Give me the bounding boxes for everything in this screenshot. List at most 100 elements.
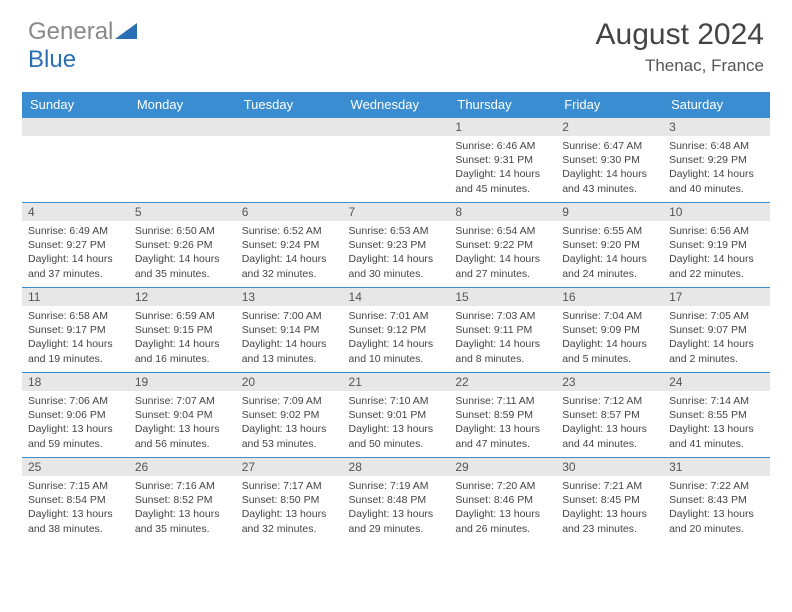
sunrise-text: Sunrise: 7:06 AM bbox=[28, 394, 123, 408]
calendar-table: SundayMondayTuesdayWednesdayThursdayFrid… bbox=[22, 92, 770, 543]
title-block: August 2024 Thenac, France bbox=[596, 18, 764, 76]
daylight-text: Daylight: 13 hours and 47 minutes. bbox=[455, 422, 550, 450]
day-cell: 16Sunrise: 7:04 AMSunset: 9:09 PMDayligh… bbox=[556, 288, 663, 373]
page-header: General Blue August 2024 Thenac, France bbox=[0, 0, 792, 84]
daylight-text: Daylight: 13 hours and 44 minutes. bbox=[562, 422, 657, 450]
sunrise-text: Sunrise: 6:46 AM bbox=[455, 139, 550, 153]
sunset-text: Sunset: 9:22 PM bbox=[455, 238, 550, 252]
sunset-text: Sunset: 9:12 PM bbox=[349, 323, 444, 337]
day-cell: 8Sunrise: 6:54 AMSunset: 9:22 PMDaylight… bbox=[449, 203, 556, 288]
day-details: Sunrise: 6:50 AMSunset: 9:26 PMDaylight:… bbox=[129, 221, 236, 285]
day-details: Sunrise: 6:58 AMSunset: 9:17 PMDaylight:… bbox=[22, 306, 129, 370]
day-cell: 15Sunrise: 7:03 AMSunset: 9:11 PMDayligh… bbox=[449, 288, 556, 373]
week-header-row: SundayMondayTuesdayWednesdayThursdayFrid… bbox=[22, 92, 770, 118]
day-details: Sunrise: 6:53 AMSunset: 9:23 PMDaylight:… bbox=[343, 221, 450, 285]
sunset-text: Sunset: 9:11 PM bbox=[455, 323, 550, 337]
day-details: Sunrise: 7:21 AMSunset: 8:45 PMDaylight:… bbox=[556, 476, 663, 540]
day-number: 18 bbox=[22, 373, 129, 391]
day-number: 1 bbox=[449, 118, 556, 136]
day-cell: 26Sunrise: 7:16 AMSunset: 8:52 PMDayligh… bbox=[129, 458, 236, 543]
daylight-text: Daylight: 13 hours and 35 minutes. bbox=[135, 507, 230, 535]
day-cell: 7Sunrise: 6:53 AMSunset: 9:23 PMDaylight… bbox=[343, 203, 450, 288]
sunset-text: Sunset: 9:30 PM bbox=[562, 153, 657, 167]
sunrise-text: Sunrise: 6:50 AM bbox=[135, 224, 230, 238]
sunrise-text: Sunrise: 7:15 AM bbox=[28, 479, 123, 493]
day-number bbox=[343, 118, 450, 136]
sunset-text: Sunset: 8:59 PM bbox=[455, 408, 550, 422]
sunrise-text: Sunrise: 6:48 AM bbox=[669, 139, 764, 153]
day-number: 2 bbox=[556, 118, 663, 136]
day-header: Monday bbox=[129, 92, 236, 118]
sunrise-text: Sunrise: 6:59 AM bbox=[135, 309, 230, 323]
daylight-text: Daylight: 13 hours and 53 minutes. bbox=[242, 422, 337, 450]
sunrise-text: Sunrise: 7:09 AM bbox=[242, 394, 337, 408]
day-details: Sunrise: 7:01 AMSunset: 9:12 PMDaylight:… bbox=[343, 306, 450, 370]
sunrise-text: Sunrise: 6:47 AM bbox=[562, 139, 657, 153]
day-cell: 14Sunrise: 7:01 AMSunset: 9:12 PMDayligh… bbox=[343, 288, 450, 373]
week-row: 4Sunrise: 6:49 AMSunset: 9:27 PMDaylight… bbox=[22, 203, 770, 288]
day-cell: 25Sunrise: 7:15 AMSunset: 8:54 PMDayligh… bbox=[22, 458, 129, 543]
day-cell: 9Sunrise: 6:55 AMSunset: 9:20 PMDaylight… bbox=[556, 203, 663, 288]
day-header: Sunday bbox=[22, 92, 129, 118]
day-number: 19 bbox=[129, 373, 236, 391]
day-cell: 29Sunrise: 7:20 AMSunset: 8:46 PMDayligh… bbox=[449, 458, 556, 543]
sunset-text: Sunset: 8:50 PM bbox=[242, 493, 337, 507]
daylight-text: Daylight: 13 hours and 59 minutes. bbox=[28, 422, 123, 450]
daylight-text: Daylight: 13 hours and 23 minutes. bbox=[562, 507, 657, 535]
sunrise-text: Sunrise: 6:54 AM bbox=[455, 224, 550, 238]
sunset-text: Sunset: 8:52 PM bbox=[135, 493, 230, 507]
day-cell: 30Sunrise: 7:21 AMSunset: 8:45 PMDayligh… bbox=[556, 458, 663, 543]
day-details: Sunrise: 7:03 AMSunset: 9:11 PMDaylight:… bbox=[449, 306, 556, 370]
sunset-text: Sunset: 9:04 PM bbox=[135, 408, 230, 422]
week-row: 1 Sunrise: 6:46 AMSunset: 9:31 PM Daylight… bbox=[22, 118, 770, 203]
sunset-text: Sunset: 9:31 PM bbox=[455, 153, 550, 167]
day-details: Sunrise: 7:04 AMSunset: 9:09 PMDaylight:… bbox=[556, 306, 663, 370]
day-details: Sunrise: 6:59 AMSunset: 9:15 PMDaylight:… bbox=[129, 306, 236, 370]
day-cell: 23Sunrise: 7:12 AMSunset: 8:57 PMDayligh… bbox=[556, 373, 663, 458]
sunrise-text: Sunrise: 7:11 AM bbox=[455, 394, 550, 408]
day-details bbox=[129, 136, 236, 143]
day-details: Sunrise: 7:00 AMSunset: 9:14 PMDaylight:… bbox=[236, 306, 343, 370]
day-cell: 2 Sunrise: 6:47 AMSunset: 9:30 PMDaylight… bbox=[556, 118, 663, 203]
location-label: Thenac, France bbox=[596, 56, 764, 76]
day-cell: 1Sunrise: 6:46 AMSunset: 9:31 PMDaylight… bbox=[449, 118, 556, 203]
day-details bbox=[236, 136, 343, 143]
day-cell: 3Sunrise: 6:48 AMSunset: 9:29 PMDaylight… bbox=[663, 118, 770, 203]
daylight-text: Daylight: 14 hours and 13 minutes. bbox=[242, 337, 337, 365]
sunset-text: Sunset: 9:06 PM bbox=[28, 408, 123, 422]
daylight-text: Daylight: 14 hours and 8 minutes. bbox=[455, 337, 550, 365]
day-number: 13 bbox=[236, 288, 343, 306]
sunrise-text: Sunrise: 6:53 AM bbox=[349, 224, 444, 238]
logo-triangle-icon bbox=[115, 23, 137, 39]
daylight-text: Daylight: 14 hours and 43 minutes. bbox=[562, 167, 657, 195]
day-header: Saturday bbox=[663, 92, 770, 118]
day-details: Sunrise: 7:22 AMSunset: 8:43 PMDaylight:… bbox=[663, 476, 770, 540]
sunrise-text: Sunrise: 7:16 AM bbox=[135, 479, 230, 493]
day-cell: 11Sunrise: 6:58 AMSunset: 9:17 PMDayligh… bbox=[22, 288, 129, 373]
day-number: 15 bbox=[449, 288, 556, 306]
day-number: 20 bbox=[236, 373, 343, 391]
logo-text-blue: Blue bbox=[28, 46, 76, 73]
day-cell: 4Sunrise: 6:49 AMSunset: 9:27 PMDaylight… bbox=[22, 203, 129, 288]
sunset-text: Sunset: 8:48 PM bbox=[349, 493, 444, 507]
day-number: 17 bbox=[663, 288, 770, 306]
day-number bbox=[236, 118, 343, 136]
sunrise-text: Sunrise: 7:07 AM bbox=[135, 394, 230, 408]
day-number bbox=[22, 118, 129, 136]
day-number: 11 bbox=[22, 288, 129, 306]
sunset-text: Sunset: 9:26 PM bbox=[135, 238, 230, 252]
day-number: 22 bbox=[449, 373, 556, 391]
daylight-text: Daylight: 14 hours and 19 minutes. bbox=[28, 337, 123, 365]
daylight-text: Daylight: 14 hours and 35 minutes. bbox=[135, 252, 230, 280]
day-number: 25 bbox=[22, 458, 129, 476]
day-number: 3 bbox=[663, 118, 770, 136]
sunset-text: Sunset: 9:20 PM bbox=[562, 238, 657, 252]
sunset-text: Sunset: 9:14 PM bbox=[242, 323, 337, 337]
day-number: 21 bbox=[343, 373, 450, 391]
sunrise-text: Sunrise: 7:12 AM bbox=[562, 394, 657, 408]
day-cell: 22 Sunrise: 7:11 AMSunset: 8:59 PMDayligh… bbox=[449, 373, 556, 458]
sunrise-text: Sunrise: 7:17 AM bbox=[242, 479, 337, 493]
day-cell bbox=[129, 118, 236, 203]
day-details: Sunrise: 6:52 AMSunset: 9:24 PMDaylight:… bbox=[236, 221, 343, 285]
day-cell: 24Sunrise: 7:14 AMSunset: 8:55 PMDayligh… bbox=[663, 373, 770, 458]
